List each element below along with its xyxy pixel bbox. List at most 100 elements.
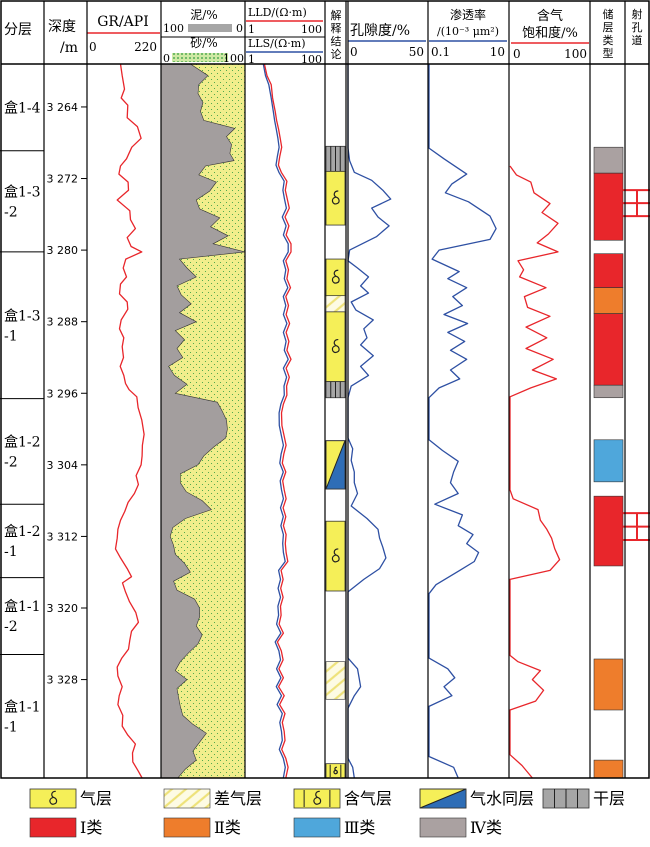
- zone-label: -2: [4, 454, 18, 470]
- interp-header: 解释结论: [331, 8, 342, 61]
- depth-tick-label: 3 320: [47, 602, 79, 615]
- reservoir-class-II: [593, 287, 624, 314]
- zone-label: 盒1-2: [4, 523, 41, 540]
- mud-swatch: [188, 24, 232, 32]
- depth-tick-label: 3 304: [47, 459, 79, 472]
- gas-symbol: [331, 338, 340, 354]
- legend-label-class-IV: Ⅳ类: [470, 818, 502, 837]
- track-grid: [0, 0, 650, 779]
- legend-swatch-poor: [163, 788, 211, 809]
- zone-label: 盒1-1: [4, 698, 41, 715]
- gr-curve: [114, 63, 145, 779]
- reservoir-class-IV: [593, 146, 624, 174]
- legend-swatch-gas: [29, 788, 77, 809]
- perm-scale-min: 0.1: [431, 45, 450, 59]
- perm-title-line2: /(10⁻³ μm²): [437, 25, 499, 38]
- depth-tick-label: 3 264: [47, 101, 79, 114]
- legend-label-class-I: Ⅰ类: [80, 818, 102, 837]
- header: 分层 深度 /m GR/API 0 220 泥/% 100 0 砂/% 0 10…: [4, 6, 643, 66]
- legend: 气层 差气层 含气层 气水同层 干层 Ⅰ类 Ⅱ类 Ⅲ类 Ⅳ类: [29, 788, 625, 838]
- zone-label: 盒1-4: [4, 99, 41, 116]
- interp-layer-dry: [325, 381, 346, 399]
- depth-tick-label: 3 296: [47, 387, 79, 400]
- sand-swatch: [172, 53, 228, 62]
- zone-label: 盒1-3: [4, 307, 41, 324]
- legend-label-gas: 气层: [80, 789, 112, 808]
- lld-scale-min: 1: [248, 23, 255, 36]
- mud-label: 泥/%: [190, 8, 217, 22]
- mud-scale-right: 0: [236, 22, 243, 35]
- interp-layer-gas: [325, 170, 346, 226]
- depth-header-line1: 深度: [48, 19, 76, 35]
- perf-header: 射孔道: [632, 7, 643, 47]
- legend-label-gasbearing: 含气层: [344, 789, 392, 808]
- sand-scale-left: 0: [163, 52, 170, 65]
- gas-symbol: [331, 190, 340, 205]
- interp-layer-gas: [325, 311, 346, 383]
- zone-label: 盒1-2: [4, 433, 41, 450]
- porosity-scale-min: 0: [350, 45, 358, 59]
- depth-tick-label: 3 328: [47, 674, 79, 687]
- legend-label-dry: 干层: [593, 789, 625, 808]
- zone-header: 分层: [4, 22, 32, 38]
- sand-fill: [168, 64, 245, 778]
- reservoir-class-I: [593, 313, 624, 386]
- perforation-marker: [623, 512, 650, 541]
- zone-label: 盒1-1: [4, 598, 41, 615]
- interp-layer-gasbearing: [325, 763, 346, 779]
- sat-title-line2: 饱和度/%: [522, 25, 578, 41]
- porosity-scale-max: 50: [409, 45, 424, 59]
- legend-swatch-dry: [542, 788, 590, 809]
- reservoir-class-IV: [593, 384, 624, 399]
- sat-title-line1: 含气: [537, 8, 563, 24]
- zone-label: -1: [4, 544, 18, 560]
- porosity-curve: [347, 64, 392, 779]
- gas-saturation-curve: [509, 165, 561, 779]
- interp-layer-gaswater: [325, 440, 346, 490]
- zone-label: 盒1-3: [4, 183, 41, 200]
- perforation-column: [623, 189, 650, 541]
- reservoir-class-II: [593, 759, 624, 779]
- reservoir-class-II: [593, 658, 624, 711]
- reservoir-class-III: [593, 439, 624, 483]
- permeability-curve: [428, 64, 497, 779]
- sat-scale-max: 100: [564, 47, 587, 61]
- legend-label-class-III: Ⅲ类: [344, 818, 375, 837]
- lls-label: LLS/(Ω·m): [248, 37, 305, 50]
- interp-layer-poor: [325, 661, 346, 700]
- interpretation-column: [325, 145, 346, 779]
- reservoir-class-I: [593, 495, 624, 567]
- gas-symbol: [313, 790, 322, 805]
- legend-label-class-II: Ⅱ类: [214, 818, 241, 837]
- interp-layer-gas: [325, 258, 346, 297]
- sand-scale-right: 100: [223, 52, 244, 65]
- reservoir-class-I: [593, 172, 624, 241]
- zone-label: -2: [4, 619, 18, 635]
- depth-tick-label: 3 272: [47, 173, 79, 186]
- sand-label: 砂/%: [190, 36, 217, 50]
- depth-tick-label: 3 288: [47, 316, 79, 329]
- perforation-marker: [623, 189, 650, 218]
- porosity-title: 孔隙度/%: [350, 23, 410, 39]
- lld-scale-max: 100: [301, 23, 322, 36]
- mud-scale-left: 100: [163, 22, 184, 35]
- lithology-track: [161, 64, 245, 778]
- reservoir-header: 储层类型: [603, 7, 614, 60]
- zone-label: -1: [4, 328, 18, 344]
- depth-column: 3 264 3 272 3 280 3 288 3 296 3 304 3 312 3 320…: [47, 101, 87, 687]
- interp-layer-poor: [325, 295, 346, 313]
- interp-layer-dry: [325, 145, 346, 172]
- depth-tick-label: 3 312: [47, 530, 79, 543]
- lld-label: LLD/(Ω·m): [248, 6, 307, 19]
- depth-header-line2: /m: [60, 40, 78, 56]
- lld-curve: [263, 64, 292, 778]
- perm-scale-max: 10: [490, 45, 505, 59]
- sat-scale-min: 0: [513, 47, 521, 61]
- gas-symbol: [49, 790, 58, 805]
- lls-scale-max: 100: [301, 53, 322, 66]
- depth-tick-label: 3 280: [47, 244, 79, 257]
- lls-scale-min: 1: [248, 53, 255, 66]
- legend-swatch-gasbearing: [293, 788, 341, 809]
- legend-label-poor: 差气层: [214, 789, 262, 808]
